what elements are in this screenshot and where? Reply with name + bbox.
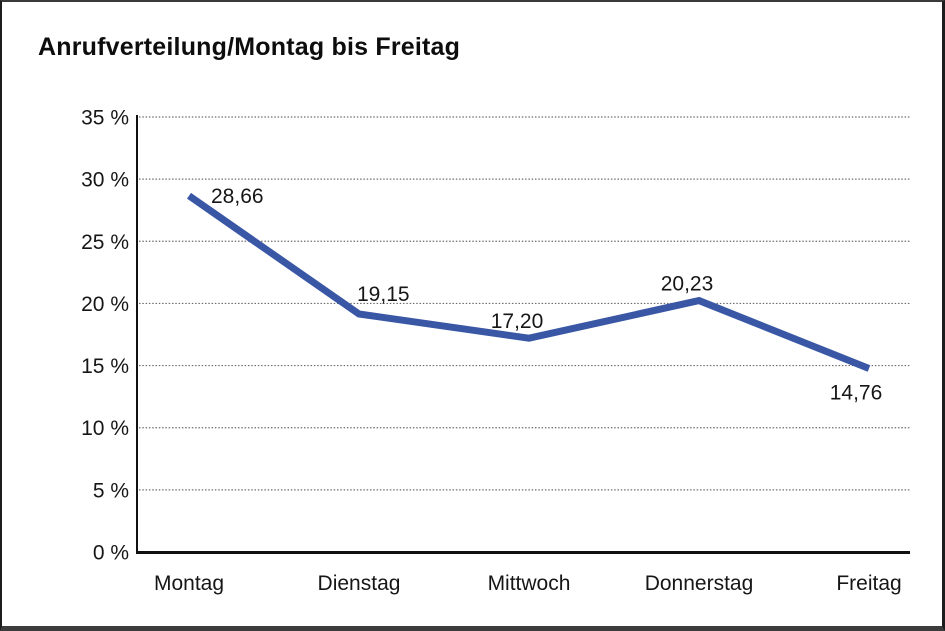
x-category-label: Freitag [836,572,901,595]
x-category-label: Dienstag [318,572,401,595]
x-category-label: Montag [154,572,224,595]
y-tick-label: 35 % [81,107,129,130]
y-tick-label: 5 % [93,479,129,502]
x-category-label: Mittwoch [488,572,571,595]
data-point-label: 17,20 [491,310,544,333]
data-point-label: 28,66 [211,185,264,208]
data-point-label: 20,23 [661,273,714,296]
data-point-label: 19,15 [357,283,410,306]
data-point-label: 14,76 [830,382,883,405]
y-tick-label: 20 % [81,293,129,316]
x-category-label: Donnerstag [645,572,754,595]
chart-title: Anrufverteilung/Montag bis Freitag [38,33,461,61]
series-line [187,192,871,372]
y-tick-label: 30 % [81,169,129,192]
y-tick-label: 10 % [81,417,129,440]
y-tick-label: 15 % [81,355,129,378]
y-tick-label: 25 % [81,231,129,254]
y-tick-label: 0 % [93,542,129,565]
